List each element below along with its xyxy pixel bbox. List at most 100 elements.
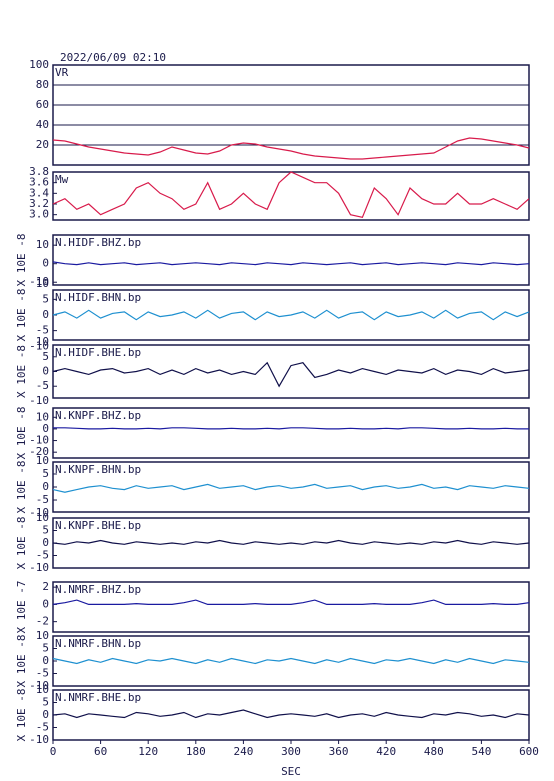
- y-axis-label: X 10E -8: [15, 517, 28, 570]
- x-tick-label: 300: [281, 745, 301, 758]
- x-tick-label: 60: [94, 745, 107, 758]
- waveform-line: [52, 599, 530, 605]
- x-tick-label: 240: [233, 745, 253, 758]
- y-tick-label: 10: [36, 277, 49, 290]
- y-tick-label: 20: [36, 138, 49, 151]
- y-tick-label: -5: [36, 667, 49, 680]
- y-tick-label: 10: [36, 683, 49, 696]
- x-tick-label: 420: [376, 745, 396, 758]
- y-tick-label: 3.2: [29, 197, 49, 210]
- y-tick-label: -10: [29, 434, 49, 447]
- y-axis-label: X 10E -8: [15, 635, 28, 688]
- y-tick-label: -2: [36, 615, 49, 628]
- panel-title: N.KNPF.BHZ.bp: [55, 409, 141, 422]
- panel-frame: [52, 581, 530, 633]
- waveform-line: [52, 137, 530, 160]
- waveform-line: [52, 309, 530, 321]
- panel-title: N.NMRF.BHE.bp: [55, 691, 141, 704]
- y-tick-label: -5: [36, 379, 49, 392]
- y-tick-label: -20: [29, 445, 49, 458]
- waveform-line: [52, 539, 530, 545]
- y-axis-label: X 10E -8: [15, 407, 28, 460]
- y-tick-label: 3.4: [29, 186, 49, 199]
- x-tick-label: 600: [519, 745, 539, 758]
- y-tick-label: 40: [36, 118, 49, 131]
- y-axis-label: X 10E -8: [15, 345, 28, 398]
- y-axis-label: X 10E -7: [15, 581, 28, 634]
- y-tick-label: 5: [42, 467, 49, 480]
- x-tick-label: 480: [424, 745, 444, 758]
- panel-title: Mw: [55, 173, 69, 186]
- waveform-line: [52, 171, 530, 218]
- y-tick-label: 5: [42, 696, 49, 709]
- y-tick-label: 0: [42, 536, 49, 549]
- panel-title: N.KNPF.BHE.bp: [55, 519, 141, 532]
- y-tick-label: -5: [36, 493, 49, 506]
- panel-frame: [52, 171, 530, 221]
- y-axis-label: X 10E -8: [15, 289, 28, 342]
- x-tick-label: 0: [50, 745, 57, 758]
- waveform-line: [52, 657, 530, 665]
- y-tick-label: 0: [42, 422, 49, 435]
- y-axis-label: X 10E -8: [15, 689, 28, 742]
- y-tick-label: 0: [42, 480, 49, 493]
- panel-title: N.NMRF.BHN.bp: [55, 637, 141, 650]
- y-tick-label: 0: [42, 257, 49, 270]
- y-tick-label: -10: [29, 561, 49, 574]
- y-tick-label: -10: [29, 394, 49, 407]
- y-tick-label: -10: [29, 506, 49, 519]
- x-tick-label: 540: [471, 745, 491, 758]
- y-tick-label: 0: [42, 654, 49, 667]
- panel-title: N.HIDF.BHZ.bp: [55, 236, 141, 249]
- waveform-line: [52, 483, 530, 493]
- y-tick-label: 10: [36, 629, 49, 642]
- waveform-line: [52, 709, 530, 719]
- y-tick-label: 0: [42, 308, 49, 321]
- y-tick-label: 60: [36, 98, 49, 111]
- y-tick-label: 3.0: [29, 208, 49, 221]
- y-tick-label: 10: [36, 454, 49, 467]
- panel-title: N.HIDF.BHN.bp: [55, 291, 141, 304]
- y-tick-label: 5: [42, 292, 49, 305]
- chart-title: 2022/06/09 02:10: [60, 51, 166, 64]
- panel-frame: [52, 234, 530, 286]
- y-tick-label: -5: [36, 324, 49, 337]
- y-tick-label: 3.6: [29, 176, 49, 189]
- y-tick-label: 10: [36, 511, 49, 524]
- waveform-line: [52, 261, 530, 266]
- panel-frame: [52, 64, 530, 166]
- waveform-line: [52, 361, 530, 388]
- x-tick-label: 360: [329, 745, 349, 758]
- x-axis-label: SEC: [281, 765, 301, 778]
- y-tick-label: 3.8: [29, 165, 49, 178]
- y-tick-label: 100: [29, 58, 49, 71]
- y-tick-label: -5: [36, 721, 49, 734]
- waveform-line: [53, 427, 529, 430]
- panel-title: N.HIDF.BHE.bp: [55, 346, 141, 359]
- x-tick-label: 180: [186, 745, 206, 758]
- y-tick-label: -5: [36, 549, 49, 562]
- x-tick-label: 120: [138, 745, 158, 758]
- y-tick-label: 0: [42, 597, 49, 610]
- y-tick-label: 0: [42, 708, 49, 721]
- panel-title: N.KNPF.BHN.bp: [55, 463, 141, 476]
- y-tick-label: 0: [42, 365, 49, 378]
- y-tick-label: 5: [42, 524, 49, 537]
- panel-title: VR: [55, 66, 69, 79]
- y-tick-label: -10: [29, 733, 49, 746]
- y-tick-label: -10: [29, 679, 49, 692]
- panel-title: N.NMRF.BHZ.bp: [55, 583, 141, 596]
- y-tick-label: 10: [36, 410, 49, 423]
- y-tick-label: -10: [29, 275, 49, 288]
- panel-frame: [52, 407, 530, 459]
- y-tick-label: 5: [42, 350, 49, 363]
- y-tick-label: 2: [42, 580, 49, 593]
- y-tick-label: 10: [36, 238, 49, 251]
- y-tick-label: 80: [36, 78, 49, 91]
- y-axis-label: X 10E -8: [15, 234, 28, 287]
- y-tick-label: 10: [36, 335, 49, 348]
- y-tick-label: -10: [29, 339, 49, 352]
- y-tick-label: 5: [42, 642, 49, 655]
